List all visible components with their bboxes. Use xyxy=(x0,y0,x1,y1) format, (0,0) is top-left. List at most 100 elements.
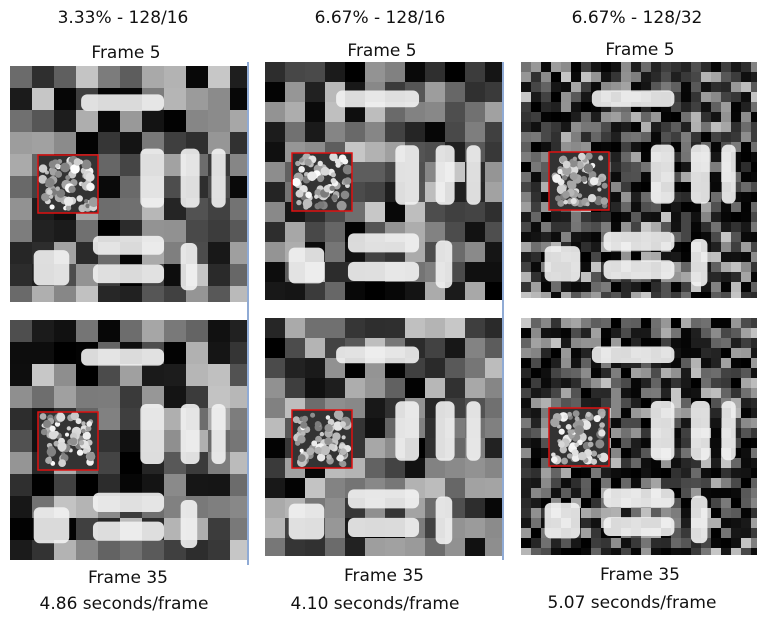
pixel-block xyxy=(631,438,641,448)
pixel-block xyxy=(531,548,541,558)
pixel-block xyxy=(285,358,305,378)
pixel-block xyxy=(641,438,651,448)
pixel-block xyxy=(186,110,208,132)
pixel-block xyxy=(741,478,751,488)
pixel-block xyxy=(521,192,531,202)
pixel-block xyxy=(631,182,641,192)
pixel-block xyxy=(631,508,641,518)
pixel-block xyxy=(32,286,54,308)
speckle xyxy=(574,442,579,447)
bright-bar xyxy=(604,517,675,536)
pixel-block xyxy=(641,398,651,408)
pixel-block xyxy=(641,368,651,378)
pixel-block xyxy=(54,286,76,308)
pixel-block xyxy=(731,518,741,528)
pixel-block xyxy=(164,386,186,408)
pixel-block xyxy=(631,428,641,438)
pixel-block xyxy=(701,122,711,132)
speckle xyxy=(570,429,575,434)
pixel-block xyxy=(611,478,621,488)
pixel-block xyxy=(681,428,691,438)
pixel-block xyxy=(581,378,591,388)
pixel-block xyxy=(631,132,641,142)
pixel-block xyxy=(711,192,721,202)
pixel-block xyxy=(551,488,561,498)
pixel-block xyxy=(581,132,591,142)
pixel-block xyxy=(285,318,305,338)
pixel-block xyxy=(591,72,601,82)
pixel-block xyxy=(571,398,581,408)
pixel-block xyxy=(681,338,691,348)
pixel-block xyxy=(681,212,691,222)
speckle xyxy=(326,454,332,460)
pixel-block xyxy=(571,132,581,142)
bright-bar xyxy=(395,145,419,205)
pixel-block xyxy=(731,378,741,388)
speckle xyxy=(299,158,304,163)
pixel-block xyxy=(711,318,721,328)
pixel-block xyxy=(611,388,621,398)
pixel-block xyxy=(751,102,757,112)
pixel-block xyxy=(120,66,142,88)
pixel-block xyxy=(561,538,571,548)
speckle xyxy=(292,178,301,187)
pixel-block xyxy=(671,388,681,398)
pixel-block xyxy=(711,368,721,378)
pixel-block xyxy=(305,62,325,82)
pixel-block xyxy=(621,222,631,232)
pixel-block xyxy=(681,192,691,202)
pixel-block xyxy=(711,112,721,122)
speckle xyxy=(331,178,337,184)
pixel-block xyxy=(591,242,601,252)
pixel-block xyxy=(601,548,611,558)
pixel-block xyxy=(651,478,661,488)
pixel-block xyxy=(751,82,757,92)
pixel-block xyxy=(701,368,711,378)
pixel-block xyxy=(601,388,611,398)
pixel-block xyxy=(681,102,691,112)
speckle xyxy=(558,441,565,448)
pixel-block xyxy=(721,282,731,292)
speckle xyxy=(588,436,593,441)
speckle xyxy=(64,197,73,206)
pixel-block xyxy=(711,428,721,438)
pixel-block xyxy=(681,348,691,358)
pixel-block xyxy=(681,448,691,458)
pixel-block xyxy=(521,212,531,222)
pixel-block xyxy=(721,212,731,222)
pixel-block xyxy=(741,468,751,478)
speckle xyxy=(331,194,338,201)
bright-bar xyxy=(651,401,675,460)
pixel-block xyxy=(661,132,671,142)
pixel-block xyxy=(621,192,631,202)
pixel-block xyxy=(541,222,551,232)
speckle xyxy=(552,174,561,183)
speckle xyxy=(551,456,558,463)
pixel-block xyxy=(54,474,76,496)
pixel-block xyxy=(405,122,425,142)
pixel-block xyxy=(285,82,305,102)
pixel-block xyxy=(751,548,757,558)
pixel-block xyxy=(265,262,285,282)
pixel-block xyxy=(98,110,120,132)
pixel-block xyxy=(691,318,701,328)
bright-bar xyxy=(81,94,164,111)
pixel-block xyxy=(325,478,345,498)
pixel-block xyxy=(485,538,505,558)
pixel-block xyxy=(601,328,611,338)
bright-bar xyxy=(466,145,480,205)
pixel-block xyxy=(621,388,631,398)
speckle xyxy=(81,421,85,425)
pixel-block xyxy=(581,528,591,538)
pixel-block xyxy=(621,508,631,518)
pixel-block xyxy=(531,162,541,172)
pixel-block xyxy=(305,222,325,242)
pixel-block xyxy=(711,358,721,368)
pixel-block xyxy=(551,212,561,222)
pixel-block xyxy=(10,474,32,496)
timing-label: 4.10 seconds/frame xyxy=(291,594,460,614)
pixel-block xyxy=(521,318,531,328)
image-panel xyxy=(265,318,505,558)
pixel-block xyxy=(541,62,551,72)
pixel-block xyxy=(681,468,691,478)
